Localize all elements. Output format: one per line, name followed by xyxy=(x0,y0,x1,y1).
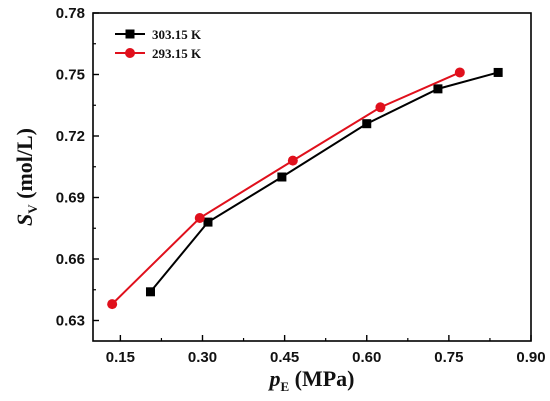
data-point xyxy=(277,172,287,182)
x-tick-label: 0.45 xyxy=(270,349,299,366)
y-tick-label: 0.72 xyxy=(56,128,85,145)
x-axis-label: pE (MPa) xyxy=(267,366,354,394)
axis-ticks xyxy=(93,12,532,341)
y-tick-label: 0.66 xyxy=(56,251,85,268)
y-axis-label-symbol: S xyxy=(12,214,37,226)
y-axis-label-subscript: V xyxy=(25,204,40,214)
x-axis-label-symbol: p xyxy=(267,366,280,391)
data-point xyxy=(493,67,503,77)
y-axis-label-unit: (mol/L) xyxy=(12,128,37,204)
y-axis-label: SV (mol/L) xyxy=(12,128,40,226)
x-axis-label-unit: (MPa) xyxy=(289,366,354,391)
data-point xyxy=(375,102,386,113)
axis-tick-labels: 0.15 0.30 0.45 0.60 0.75 0.90 0.63 0.66 0.69 0.72… xyxy=(56,5,546,366)
data-point xyxy=(107,299,118,310)
data-point xyxy=(287,155,298,166)
x-tick-label: 0.75 xyxy=(434,349,463,366)
data-point xyxy=(145,287,155,297)
legend-marker-293 xyxy=(125,48,135,58)
x-tick-label: 0.90 xyxy=(516,349,545,366)
series-1 xyxy=(145,67,503,297)
series-layer xyxy=(107,67,503,310)
data-point xyxy=(194,213,205,223)
y-tick-label: 0.78 xyxy=(56,5,85,22)
legend-marker-303 xyxy=(125,29,135,39)
x-tick-label: 0.30 xyxy=(188,349,217,366)
x-tick-label: 0.60 xyxy=(352,349,381,366)
series-line xyxy=(149,71,499,293)
x-axis-label-subscript: E xyxy=(280,379,289,394)
data-point xyxy=(433,84,443,94)
y-tick-label: 0.69 xyxy=(56,190,85,207)
series-2 xyxy=(107,67,465,310)
series-line xyxy=(111,71,461,305)
y-tick-label: 0.75 xyxy=(56,67,85,84)
data-point xyxy=(362,119,372,129)
plot-frame xyxy=(92,12,532,342)
data-point xyxy=(203,217,213,227)
x-tick-label: 0.15 xyxy=(106,349,135,366)
legend-label-293: 293.15 K xyxy=(152,46,202,61)
data-point xyxy=(454,67,465,78)
y-tick-label: 0.63 xyxy=(56,313,85,330)
legend-label-303: 303.15 K xyxy=(152,27,202,42)
legend: 303.15 K 293.15 K xyxy=(115,27,202,61)
